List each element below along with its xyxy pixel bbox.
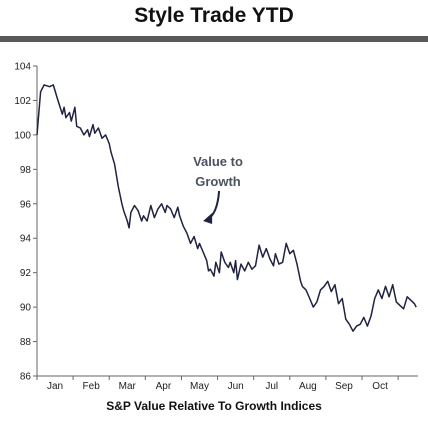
x-tick-label: Oct: [372, 381, 388, 392]
y-tick-label: 104: [14, 62, 31, 73]
title-divider: [0, 36, 428, 42]
x-tick-label: Apr: [156, 381, 172, 392]
chart-title: Style Trade YTD: [134, 4, 294, 27]
x-axis: Jan Feb Mar Apr May Jun Jul Aug Sep Oct: [36, 375, 418, 392]
y-tick-label: 92: [20, 268, 32, 279]
annotation-arrowhead: [203, 213, 213, 224]
x-tick-label: May: [190, 381, 209, 392]
y-tick-label: 90: [20, 303, 32, 314]
annotation-line-2: Growth: [195, 174, 241, 189]
y-tick-label: 96: [20, 199, 32, 210]
x-tick-label: Aug: [299, 381, 317, 392]
x-tick-label: Feb: [83, 381, 101, 392]
x-axis-label: S&P Value Relative To Growth Indices: [106, 399, 322, 413]
y-tick-label: 86: [20, 372, 32, 383]
x-tick-label: Mar: [119, 381, 137, 392]
annotation-line-1: Value to: [193, 154, 243, 169]
y-tick-label: 102: [14, 96, 31, 107]
y-axis: 86 88 90 92 94 96 98 100 102 104: [14, 62, 38, 383]
y-tick-label: 100: [14, 130, 31, 141]
x-tick-label: Sep: [335, 381, 353, 392]
x-tick-label: Jan: [47, 381, 63, 392]
annotation-arrow: [206, 190, 221, 220]
x-tick-label: Jul: [265, 381, 278, 392]
x-tick-label: Jun: [228, 381, 244, 392]
y-tick-label: 98: [20, 165, 32, 176]
annotation: Value to Growth: [193, 154, 243, 224]
y-tick-label: 94: [20, 234, 32, 245]
series-line: [36, 84, 417, 332]
y-tick-label: 88: [20, 337, 32, 348]
